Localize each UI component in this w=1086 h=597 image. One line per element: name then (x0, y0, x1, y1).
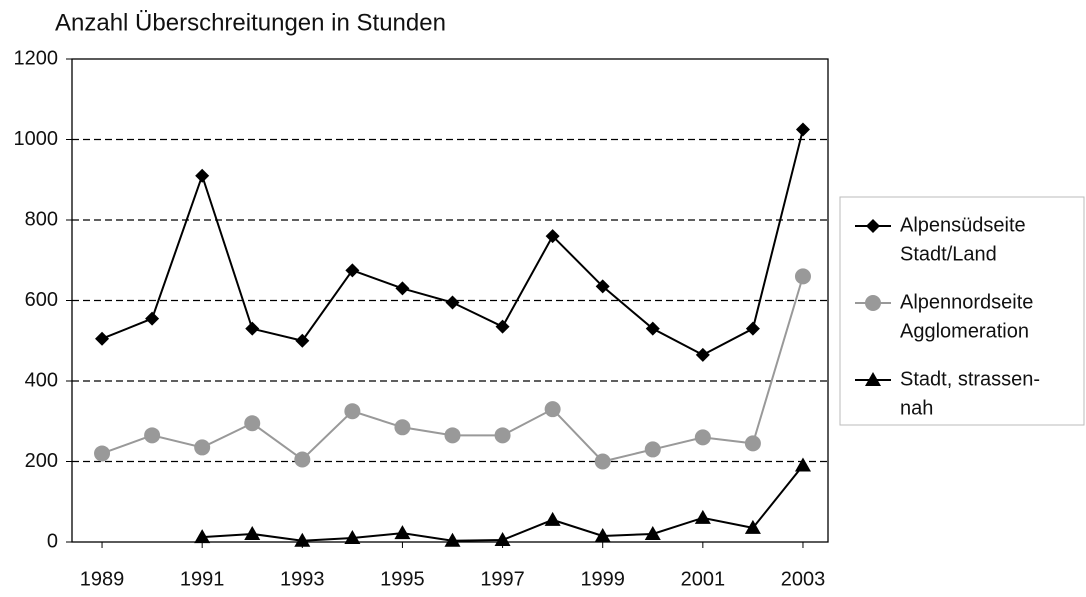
x-tick-label: 2001 (681, 568, 726, 590)
x-tick-label: 2003 (781, 568, 826, 590)
series (95, 122, 810, 362)
marker (294, 451, 311, 468)
x-tick-label: 1997 (480, 568, 525, 590)
legend-label: Stadt, strassen- (900, 368, 1040, 390)
marker (644, 525, 661, 540)
legend-marker (865, 372, 881, 386)
marker (95, 331, 110, 346)
marker (744, 519, 761, 534)
legend: Alpensüdseite Stadt/Land Alpennordseite Agg… (839, 196, 1085, 426)
y-tick-label: 600 (25, 289, 58, 311)
marker (144, 427, 161, 444)
marker (445, 295, 460, 310)
marker (195, 168, 210, 183)
marker (794, 457, 811, 472)
legend-label: Alpensüdseite (900, 214, 1026, 236)
y-tick-label: 800 (25, 208, 58, 230)
marker (395, 281, 410, 296)
marker (394, 419, 411, 436)
marker (495, 319, 510, 334)
marker (494, 427, 511, 444)
marker (444, 532, 461, 547)
chart-title: Anzahl Überschreitungen in Stunden (55, 9, 446, 36)
y-tick-label: 1200 (14, 47, 59, 69)
legend-label: Alpennordseite (900, 291, 1033, 313)
marker (244, 415, 261, 432)
x-tick-label: 1993 (280, 568, 325, 590)
marker (194, 439, 211, 456)
marker (294, 532, 311, 547)
marker (694, 429, 711, 446)
marker (544, 511, 561, 526)
line (202, 464, 804, 542)
legend-label: Agglomeration (900, 320, 1029, 342)
line (101, 129, 804, 356)
x-tick-label: 1995 (380, 568, 425, 590)
y-tick-label: 1000 (14, 128, 59, 150)
y-tick-label: 200 (25, 450, 58, 472)
marker (194, 529, 211, 544)
marker (494, 531, 511, 546)
series (94, 268, 811, 470)
marker (795, 122, 810, 137)
marker (145, 311, 160, 326)
x-tick-label: 1999 (580, 568, 625, 590)
marker (444, 427, 461, 444)
marker (245, 321, 260, 336)
marker (595, 279, 610, 294)
legend-marker (865, 295, 881, 311)
marker (694, 509, 711, 524)
marker (344, 403, 361, 420)
legend-marker (866, 219, 880, 233)
x-tick-label: 1991 (180, 568, 225, 590)
y-tick-label: 0 (47, 530, 58, 552)
marker (744, 435, 761, 452)
marker (645, 321, 660, 336)
x-tick-label: 1989 (80, 568, 125, 590)
marker (745, 321, 760, 336)
legend-label: Stadt/Land (900, 243, 997, 265)
marker (644, 441, 661, 458)
marker (94, 445, 111, 462)
marker (244, 525, 261, 540)
series (194, 457, 811, 547)
legend-box (839, 196, 1085, 426)
marker (344, 529, 361, 544)
marker (295, 333, 310, 348)
marker (594, 527, 611, 542)
y-tick-label: 400 (25, 369, 58, 391)
marker (394, 525, 411, 540)
marker (594, 453, 611, 470)
marker (545, 229, 560, 244)
marker (544, 401, 561, 418)
marker (695, 347, 710, 362)
marker (345, 263, 360, 278)
marker (794, 268, 811, 285)
legend-label: nah (900, 397, 933, 419)
